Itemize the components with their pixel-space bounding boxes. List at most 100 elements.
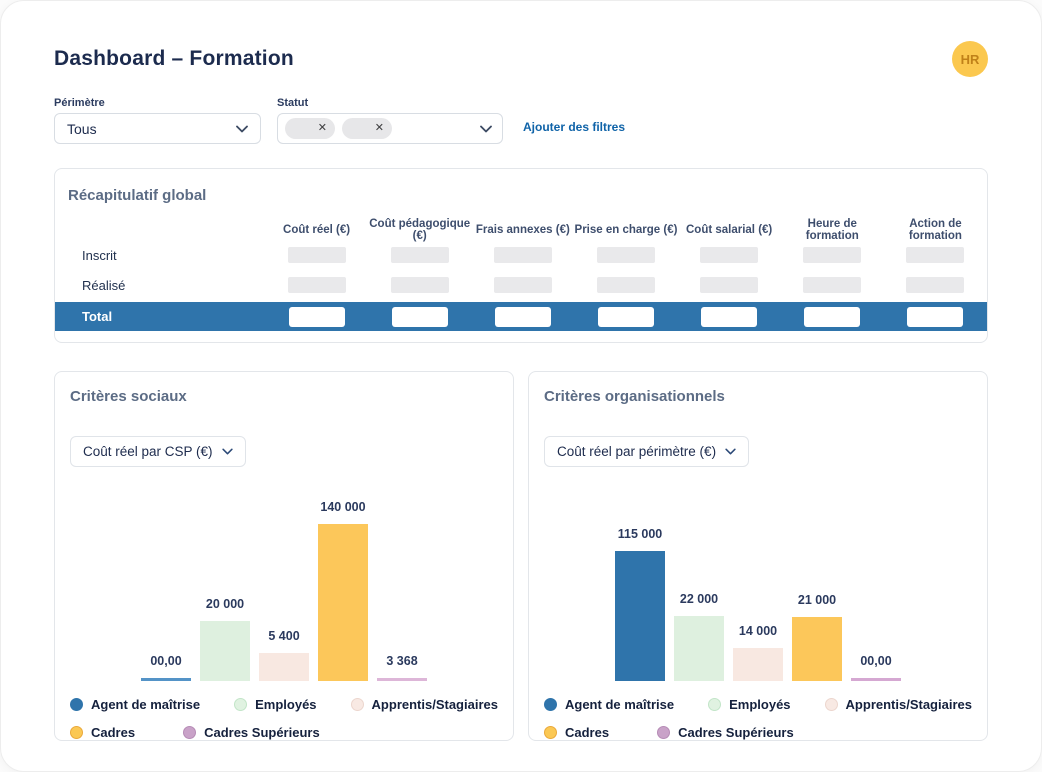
- total-row: Total: [55, 302, 987, 331]
- legend-label: Apprentis/Stagiaires: [371, 697, 498, 712]
- value-placeholder: [700, 277, 759, 293]
- bar-value-label: 5 400: [268, 629, 300, 643]
- bar-group-5: 3 368: [377, 654, 427, 681]
- bar-value-label: 140 000: [320, 500, 366, 514]
- close-icon[interactable]: ✕: [317, 122, 327, 134]
- bar-value-label: 21 000: [797, 593, 837, 607]
- bar-value-label: 22 000: [679, 592, 719, 606]
- column-header: Coût salarial (€): [685, 224, 773, 236]
- metric-selector-value: Coût réel par CSP (€): [83, 444, 213, 459]
- column-header: Heure de formation: [805, 218, 859, 242]
- legend-dot-icon: [183, 726, 197, 739]
- bar-value-label: 3 368: [386, 654, 418, 668]
- bar: [259, 653, 309, 681]
- bar: [141, 678, 191, 681]
- legend-dot-icon: [824, 698, 838, 711]
- bar: [318, 524, 368, 681]
- statut-select[interactable]: ✕ ✕: [277, 113, 503, 144]
- legend-row: Agent de maîtrise Employés Apprentis/Stagi…: [70, 697, 498, 712]
- chart-title: Critères organisationnels: [544, 388, 725, 405]
- value-placeholder: [390, 277, 449, 293]
- legend-row: Agent de maîtrise Employés Apprentis/Stagi…: [544, 697, 972, 712]
- bar-group-2: 22 000: [674, 592, 724, 681]
- column-header: Coût réel (€): [283, 224, 351, 236]
- statut-filter: Statut ✕ ✕: [277, 97, 503, 144]
- bar-group-5: 00,00: [851, 654, 901, 681]
- value-placeholder: [596, 247, 655, 263]
- close-icon[interactable]: ✕: [374, 122, 384, 134]
- total-row-label: Total: [82, 309, 113, 324]
- bar-group-4: 140 000: [318, 500, 368, 681]
- legend-label: Agent de maîtrise: [565, 697, 675, 712]
- chart-title: Critères sociaux: [70, 388, 187, 405]
- chart-legend: Agent de maîtrise Employés Apprentis/Stagi…: [70, 697, 498, 740]
- bar-value-label: 00,00: [860, 654, 892, 668]
- value-placeholder: [390, 247, 449, 263]
- bar-group-4: 21 000: [792, 593, 842, 681]
- summary-table-header: Coût réel (€) Coût pédagogique (€) Frais a…: [55, 218, 987, 242]
- bar-group-3: 5 400: [259, 629, 309, 681]
- metric-selector[interactable]: Coût réel par CSP (€): [70, 436, 246, 467]
- legend-item: Apprentis/Stagiaires: [824, 697, 972, 712]
- legend-dot-icon: [70, 698, 83, 711]
- legend-item: Cadres Supérieurs: [657, 725, 794, 740]
- metric-selector-value: Coût réel par périmètre (€): [557, 444, 717, 459]
- bar: [377, 678, 427, 681]
- page-title: Dashboard – Formation: [54, 47, 294, 70]
- table-row: Réalisé: [55, 270, 987, 300]
- value-placeholder: [596, 277, 655, 293]
- legend-label: Cadres Supérieurs: [204, 725, 320, 740]
- column-header: Frais annexes (€): [475, 224, 570, 236]
- total-value-cell: [907, 306, 964, 327]
- bar: [615, 551, 665, 681]
- value-placeholder: [700, 247, 759, 263]
- value-placeholder: [287, 247, 346, 263]
- legend-label: Employés: [729, 697, 791, 712]
- perimetre-select[interactable]: Tous: [54, 113, 261, 144]
- summary-card: Récapitulatif global Coût réel (€) Coût p…: [54, 168, 988, 343]
- legend-item: Cadres: [544, 725, 609, 740]
- statut-label: Statut: [277, 97, 309, 109]
- add-filters-link[interactable]: Ajouter des filtres: [523, 120, 626, 134]
- bar: [851, 678, 901, 681]
- statut-chips: ✕ ✕: [285, 118, 392, 139]
- legend-row: Cadres Cadres Supérieurs: [70, 725, 498, 740]
- value-placeholder: [493, 247, 552, 263]
- column-header: Prise en charge (€): [574, 224, 678, 236]
- perimetre-value: Tous: [67, 120, 97, 137]
- bar-chart-csp: 00,00 20 000 5 400 140 000 3 368: [70, 477, 498, 681]
- total-value-cell: [288, 306, 345, 327]
- charts-row: Critères sociaux Coût réel par CSP (€) 0…: [54, 371, 988, 741]
- perimetre-label: Périmètre: [54, 97, 105, 109]
- statut-chip[interactable]: ✕: [285, 118, 335, 139]
- row-label: Réalisé: [82, 277, 126, 293]
- perimetre-filter: Périmètre Tous: [54, 97, 261, 144]
- legend-dot-icon: [234, 698, 248, 711]
- legend-dot-icon: [70, 726, 83, 739]
- bar-group-3: 14 000: [733, 624, 783, 681]
- value-placeholder: [287, 277, 346, 293]
- value-placeholder: [803, 247, 862, 263]
- bar: [200, 621, 250, 681]
- avatar[interactable]: HR: [952, 41, 988, 77]
- legend-dot-icon: [657, 726, 671, 739]
- column-header: Action de formation: [908, 218, 962, 242]
- legend-label: Cadres: [565, 725, 610, 740]
- legend-dot-icon: [708, 698, 722, 711]
- legend-item: Agent de maîtrise: [544, 697, 674, 712]
- bar: [792, 617, 842, 681]
- table-row: Inscrit: [55, 240, 987, 270]
- legend-label: Cadres: [91, 725, 136, 740]
- legend-dot-icon: [350, 698, 364, 711]
- chart-card-criteres-sociaux: Critères sociaux Coût réel par CSP (€) 0…: [54, 371, 514, 741]
- bar-chart-perimetre: 115 000 22 000 14 000 21 000 00,00: [544, 477, 972, 681]
- total-value-cell: [597, 306, 654, 327]
- statut-chip[interactable]: ✕: [342, 118, 392, 139]
- bar: [733, 648, 783, 681]
- header: Dashboard – Formation HR: [54, 41, 988, 77]
- chart-legend: Agent de maîtrise Employés Apprentis/Stagi…: [544, 697, 972, 740]
- metric-selector[interactable]: Coût réel par périmètre (€): [544, 436, 750, 467]
- total-value-cell: [804, 306, 861, 327]
- chevron-down-icon: [725, 448, 736, 455]
- legend-item: Cadres Supérieurs: [183, 725, 320, 740]
